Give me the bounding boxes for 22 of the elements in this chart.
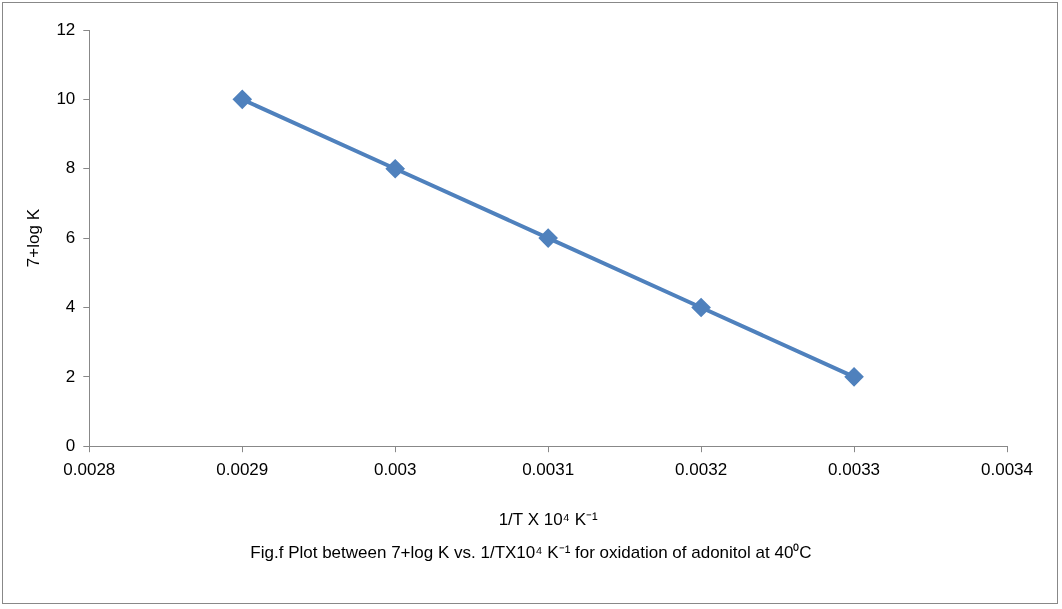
text: Fig.f Plot between 7+log K vs. 1/TX10⁴ K⁻¹ for oxidation of adonitol at 40⁰C [249, 542, 813, 563]
point [233, 90, 252, 109]
y-tick-label: 10 [56, 89, 76, 109]
x-tick-label: 0.0028 [63, 460, 116, 480]
x-tick-label: 0.0033 [828, 460, 881, 480]
x-tick-label: 0.0029 [216, 460, 269, 480]
y-tick-label: 0 [65, 435, 76, 455]
x-tick-label: 0.003 [373, 460, 417, 480]
x-tick-label: 0.0034 [981, 460, 1033, 480]
point [386, 159, 405, 178]
point [539, 229, 558, 248]
y-tick-label: 12 [56, 19, 76, 39]
y-tick-label: 6 [65, 227, 76, 247]
y-tick-label: 2 [65, 366, 76, 386]
x-axis-title: 1/T X 10⁴ K⁻¹ [498, 510, 598, 530]
y-tick-label: 4 [65, 297, 76, 317]
x-tick-label: 0.0031 [522, 460, 575, 480]
point [692, 298, 711, 317]
y-tick-label: 8 [65, 158, 76, 178]
x-tick-label: 0.0032 [675, 460, 728, 480]
point [845, 367, 864, 386]
y-axis-title: 7+log K [23, 208, 43, 268]
